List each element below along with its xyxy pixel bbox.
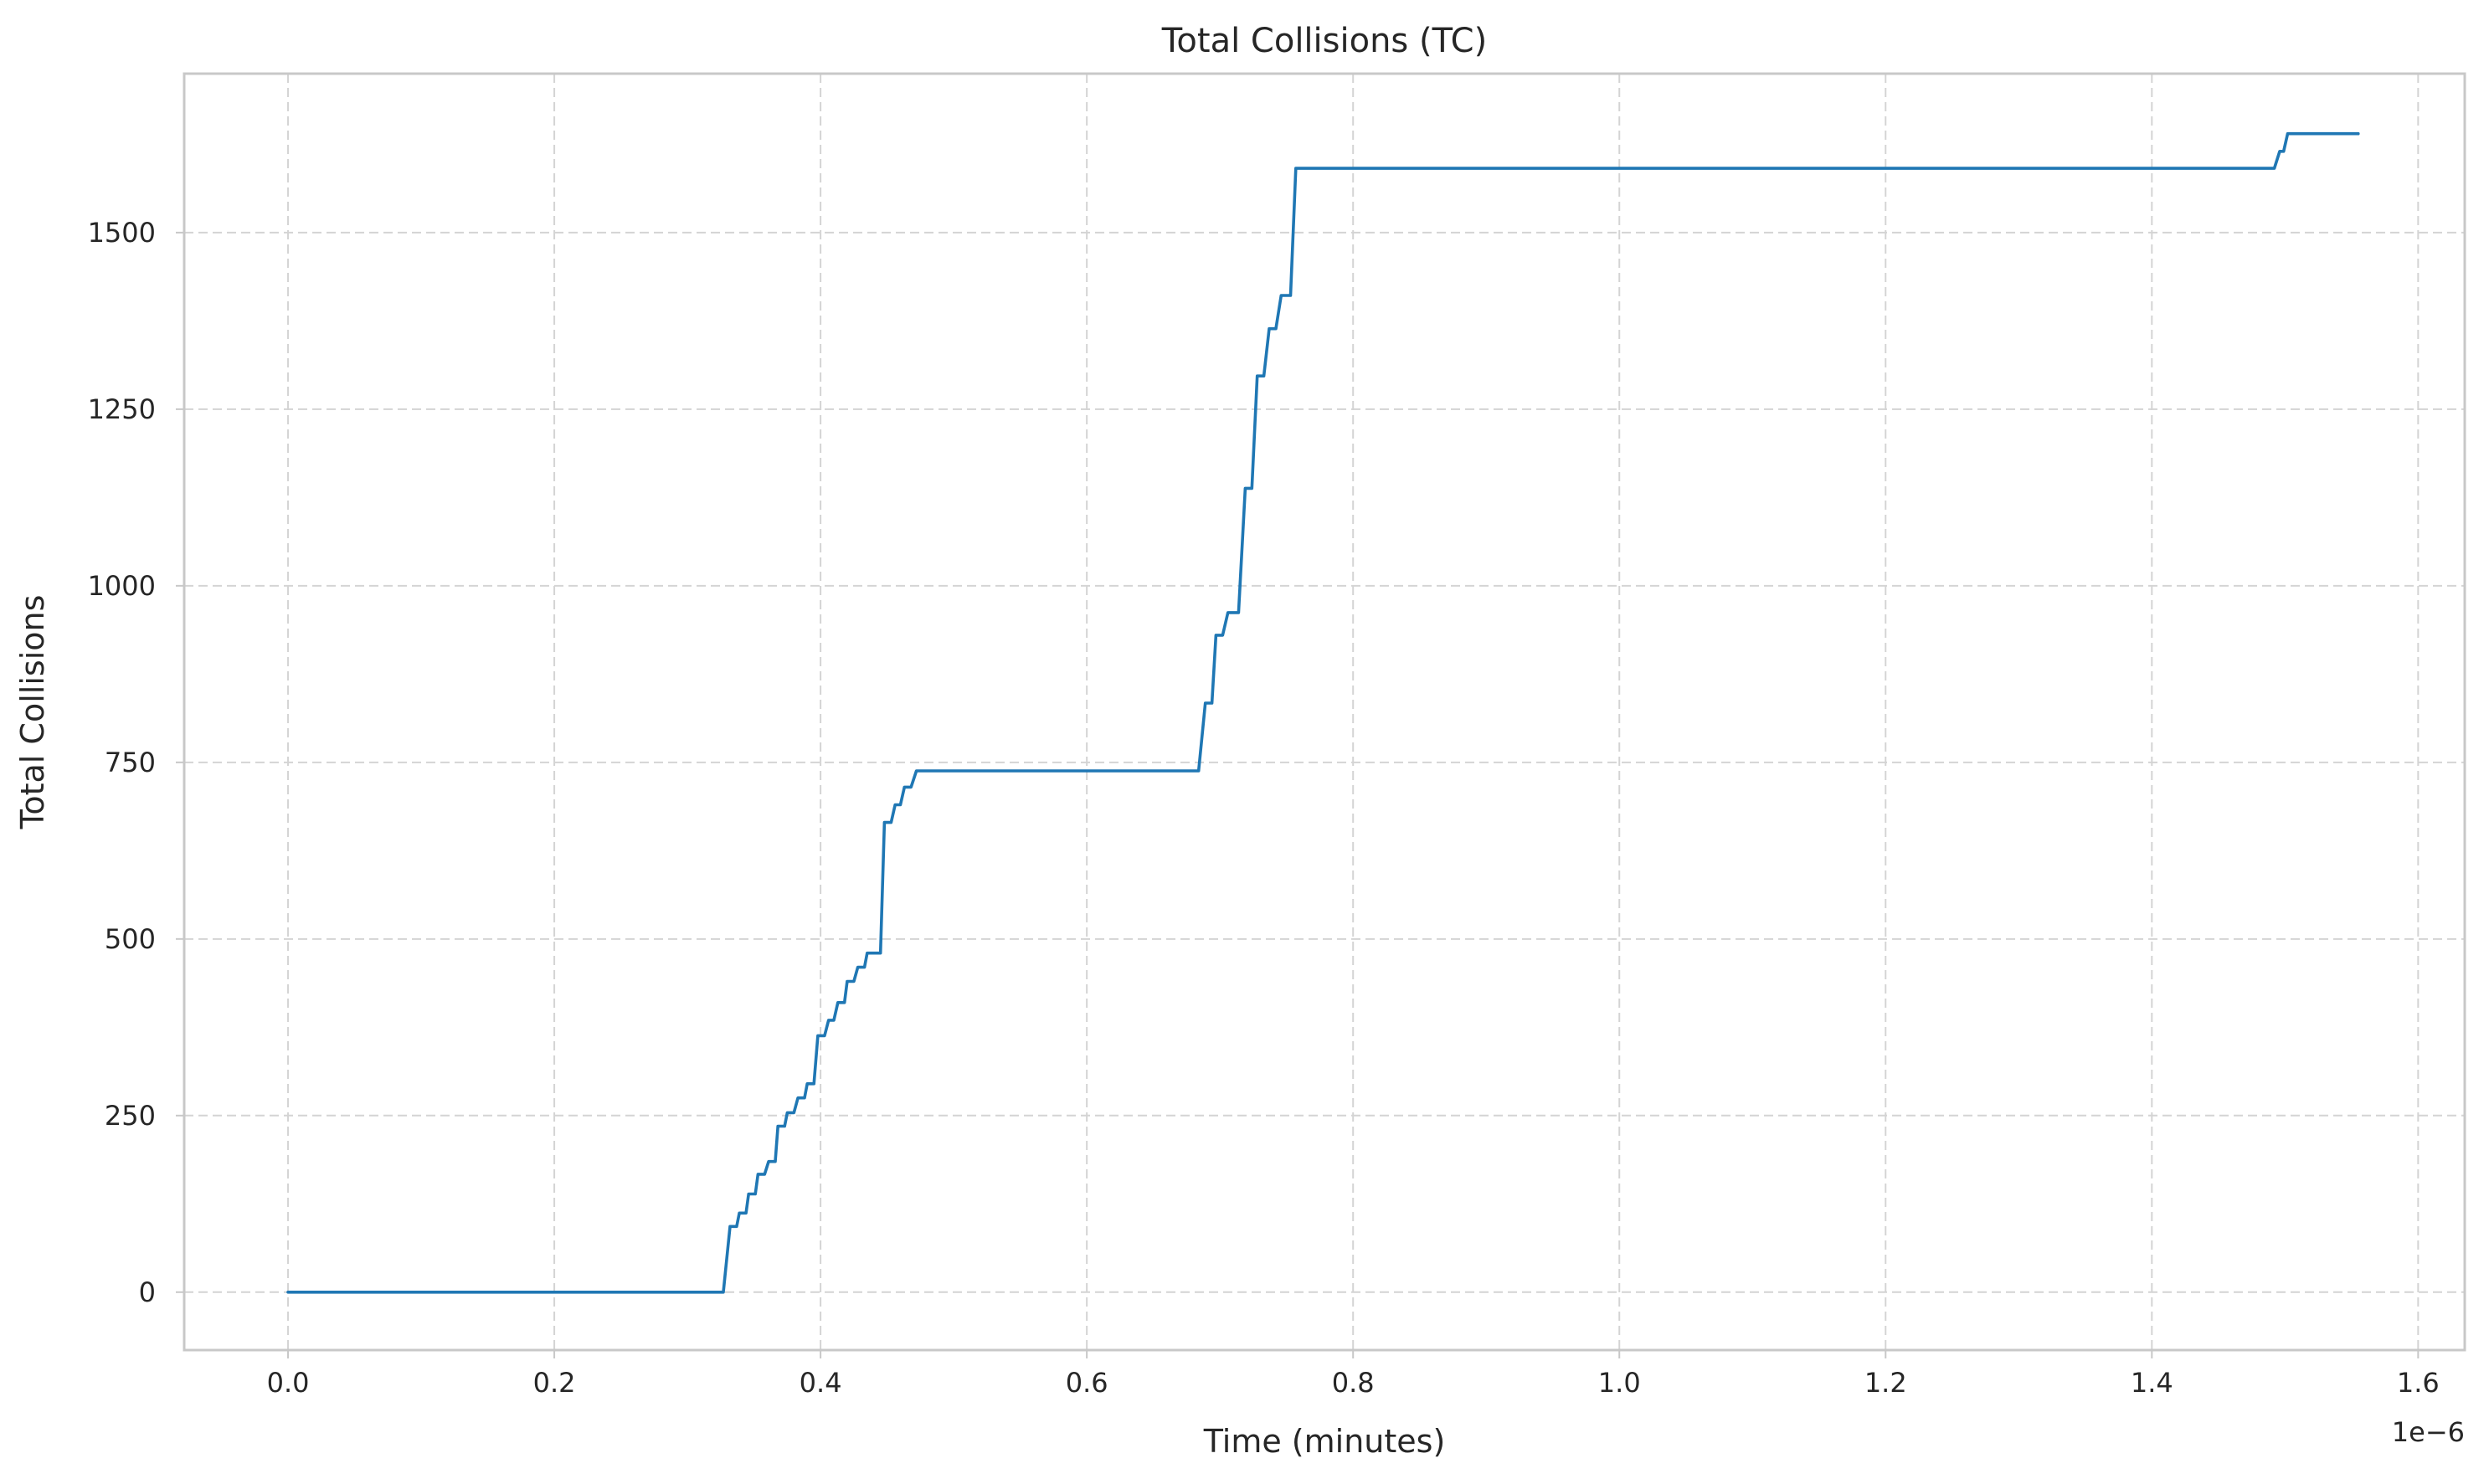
y-tick-label: 250 bbox=[105, 1100, 156, 1132]
x-tick-label: 0.6 bbox=[1066, 1367, 1108, 1399]
x-tick-label: 1.0 bbox=[1598, 1367, 1641, 1399]
y-tick-label: 1250 bbox=[88, 393, 156, 425]
axis-ticks: 0.0 0.2 0.4 0.6 0.8 1.0 1.2 1.4 1.6 0 250 500 750 100… bbox=[88, 217, 2440, 1399]
x-axis-offset-text: 1e−6 bbox=[2392, 1416, 2465, 1448]
y-tick-label: 750 bbox=[105, 747, 156, 778]
x-tick-label: 0.8 bbox=[1332, 1367, 1375, 1399]
series-layer bbox=[286, 131, 2360, 1294]
y-tick-label: 1000 bbox=[88, 570, 156, 602]
y-axis-label: Total Collisions bbox=[14, 595, 51, 830]
x-tick-label: 1.2 bbox=[1864, 1367, 1907, 1399]
y-tick-label: 1500 bbox=[88, 217, 156, 249]
y-tick-label: 0 bbox=[139, 1276, 156, 1308]
series-line bbox=[286, 131, 2360, 1294]
x-axis-label: Time (minutes) bbox=[1203, 1423, 1446, 1460]
y-tick-label: 500 bbox=[105, 923, 156, 955]
x-tick-label: 1.6 bbox=[2397, 1367, 2440, 1399]
x-tick-label: 1.4 bbox=[2131, 1367, 2173, 1399]
gridlines bbox=[184, 74, 2465, 1350]
chart-title: Total Collisions (TC) bbox=[1161, 22, 1487, 60]
x-tick-label: 0.2 bbox=[533, 1367, 576, 1399]
x-tick-label: 0.0 bbox=[267, 1367, 310, 1399]
plot-frame bbox=[183, 72, 2466, 1352]
x-tick-label: 0.4 bbox=[800, 1367, 842, 1399]
